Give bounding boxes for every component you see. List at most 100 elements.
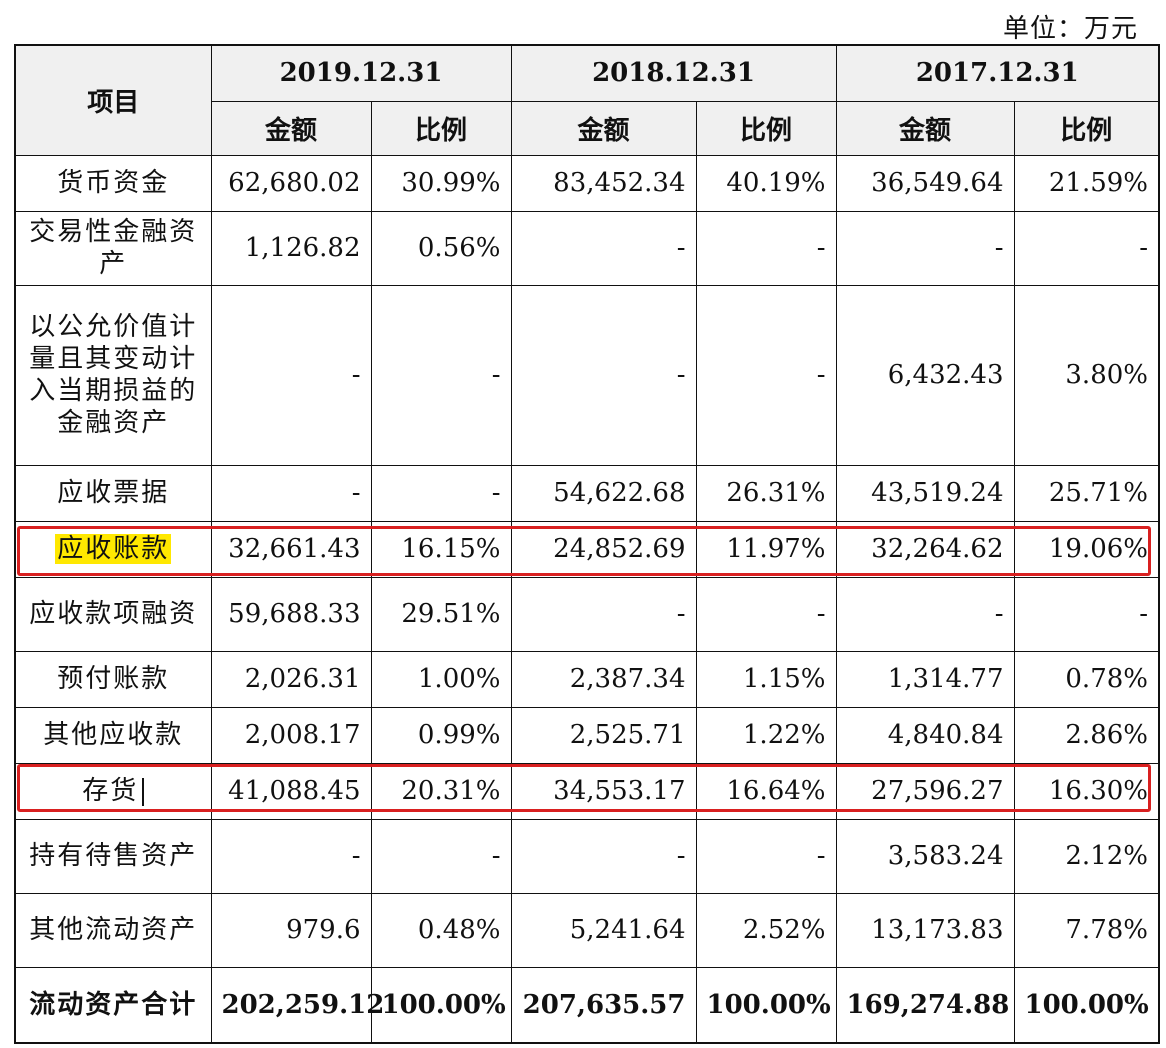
cell-value: 83,452.34 [510, 154, 697, 212]
row-label: 交易性金融资产 [14, 210, 212, 286]
header-amount: 金额 [210, 100, 372, 156]
table-row: 预付账款 2,026.31 1.00% 2,387.34 1.15% 1,314… [14, 650, 1160, 708]
cell-value: 2,026.31 [210, 650, 372, 708]
header-amount: 金额 [510, 100, 697, 156]
cell-value: - [835, 210, 1015, 286]
cell-value: 2.52% [695, 892, 837, 968]
row-label: 预付账款 [14, 650, 212, 708]
cell-value: 54,622.68 [510, 464, 697, 522]
header-ratio: 比例 [370, 100, 512, 156]
cell-value: 25.71% [1013, 464, 1160, 522]
cell-value: 16.30% [1013, 762, 1160, 820]
cell-value: 100.00% [695, 966, 837, 1044]
cell-value: 32,264.62 [835, 520, 1015, 578]
header-ratio: 比例 [695, 100, 837, 156]
header-ratio: 比例 [1013, 100, 1160, 156]
row-label: 其他应收款 [14, 706, 212, 764]
table-row-total: 流动资产合计 202,259.12 100.00% 207,635.57 100… [14, 966, 1160, 1044]
cell-value: - [370, 818, 512, 894]
cell-value: 2.12% [1013, 818, 1160, 894]
cell-value: 11.97% [695, 520, 837, 578]
cell-value: 1,126.82 [210, 210, 372, 286]
cell-value: 34,553.17 [510, 762, 697, 820]
cell-value: 2.86% [1013, 706, 1160, 764]
cell-value: 100.00% [1013, 966, 1160, 1044]
table-row: 应收票据 - - 54,622.68 26.31% 43,519.24 25.7… [14, 464, 1160, 522]
table-row-highlighted: 存货 41,088.45 20.31% 34,553.17 16.64% 27,… [14, 762, 1160, 820]
cell-value: - [695, 576, 837, 652]
cell-value: - [210, 464, 372, 522]
cell-value: 19.06% [1013, 520, 1160, 578]
cell-value: 2,008.17 [210, 706, 372, 764]
row-label: 流动资产合计 [14, 966, 212, 1044]
cell-value: 1,314.77 [835, 650, 1015, 708]
cell-value: 36,549.64 [835, 154, 1015, 212]
cell-value: 59,688.33 [210, 576, 372, 652]
table-row: 其他流动资产 979.6 0.48% 5,241.64 2.52% 13,173… [14, 892, 1160, 968]
row-label: 应收票据 [14, 464, 212, 522]
text-highlight: 应收账款 [55, 534, 172, 564]
table-row-highlighted: 应收账款 32,661.43 16.15% 24,852.69 11.97% 3… [14, 520, 1160, 578]
row-label: 货币资金 [14, 154, 212, 212]
cell-value: 41,088.45 [210, 762, 372, 820]
cell-value: 40.19% [695, 154, 837, 212]
cell-value: - [1013, 576, 1160, 652]
unit-label: 单位：万元 [1002, 14, 1138, 44]
cell-value: 207,635.57 [510, 966, 697, 1044]
cell-value: - [695, 818, 837, 894]
cell-value: 3.80% [1013, 284, 1160, 466]
header-year-2018: 2018.12.31 [510, 44, 837, 102]
cell-value: - [695, 210, 837, 286]
cell-value: 1.00% [370, 650, 512, 708]
current-assets-table: 项目 2019.12.31 2018.12.31 2017.12.31 金额 比… [14, 44, 1160, 1044]
cell-value: - [210, 818, 372, 894]
cell-value: 20.31% [370, 762, 512, 820]
text-cursor [142, 778, 145, 806]
cell-value: 100.00% [370, 966, 512, 1044]
cell-value: 202,259.12 [210, 966, 384, 1044]
cell-value: 2,387.34 [510, 650, 697, 708]
table-row: 交易性金融资产 1,126.82 0.56% - - - - [14, 210, 1160, 286]
cell-value: 7.78% [1013, 892, 1160, 968]
cell-value: 979.6 [210, 892, 372, 968]
cell-value: 4,840.84 [835, 706, 1015, 764]
header-item: 项目 [14, 44, 212, 156]
table-row: 以公允价值计量且其变动计入当期损益的金融资产 - - - - 6,432.43 … [14, 284, 1160, 466]
cell-value: 24,852.69 [510, 520, 697, 578]
cell-value: 169,274.88 [835, 966, 1015, 1044]
header-amount: 金额 [835, 100, 1015, 156]
cell-value: 1.22% [695, 706, 837, 764]
header-year-2017: 2017.12.31 [835, 44, 1160, 102]
table-row: 持有待售资产 - - - - 3,583.24 2.12% [14, 818, 1160, 894]
row-label: 持有待售资产 [14, 818, 212, 894]
cell-value: - [695, 284, 837, 466]
cell-value: - [370, 284, 512, 466]
cell-value: - [510, 210, 697, 286]
cell-value: - [1013, 210, 1160, 286]
cell-value: - [370, 464, 512, 522]
cell-value: 6,432.43 [835, 284, 1015, 466]
cell-value: 3,583.24 [835, 818, 1015, 894]
cell-value: 16.15% [370, 520, 512, 578]
cell-value: 21.59% [1013, 154, 1160, 212]
cell-value: - [510, 818, 697, 894]
cell-value: 62,680.02 [210, 154, 372, 212]
cell-value: 27,596.27 [835, 762, 1015, 820]
cell-value: 29.51% [370, 576, 512, 652]
cell-value: 26.31% [695, 464, 837, 522]
cell-value: - [835, 576, 1015, 652]
cell-value: 32,661.43 [210, 520, 372, 578]
row-label: 以公允价值计量且其变动计入当期损益的金融资产 [14, 284, 212, 466]
cell-value: 0.56% [370, 210, 512, 286]
cell-value: 0.48% [370, 892, 512, 968]
cell-value: 43,519.24 [835, 464, 1015, 522]
row-label: 应收款项融资 [14, 576, 212, 652]
cell-value: 0.99% [370, 706, 512, 764]
header-year-2019: 2019.12.31 [210, 44, 512, 102]
table-row: 其他应收款 2,008.17 0.99% 2,525.71 1.22% 4,84… [14, 706, 1160, 764]
cell-value: 1.15% [695, 650, 837, 708]
cell-value: 0.78% [1013, 650, 1160, 708]
cell-value: - [210, 284, 372, 466]
row-label: 其他流动资产 [14, 892, 212, 968]
cell-value: 2,525.71 [510, 706, 697, 764]
